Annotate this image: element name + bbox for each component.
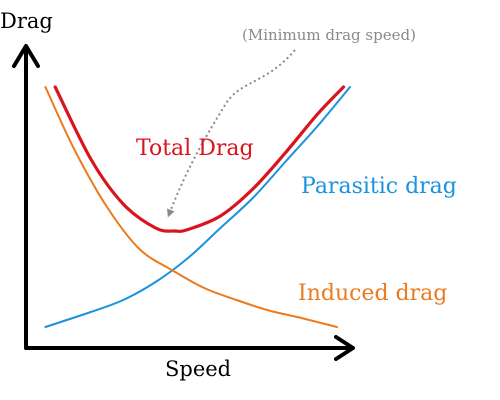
series-label-total-drag: Total Drag — [136, 136, 254, 161]
series-label-parasitic-drag: Parasitic drag — [301, 174, 457, 199]
axes — [12, 44, 355, 361]
annotation-arrow — [167, 49, 296, 218]
y-axis-label: Drag — [0, 9, 53, 33]
x-axis-arrowhead — [334, 335, 355, 361]
series-line-parasitic-drag — [44, 86, 351, 328]
series-line-induced-drag — [44, 86, 338, 328]
annotation-text: (Minimum drag speed) — [242, 26, 416, 44]
y-axis-arrowhead — [12, 44, 40, 68]
series-layer — [44, 85, 351, 328]
x-axis-label: Speed — [165, 357, 231, 381]
series-line-total-drag — [53, 85, 346, 233]
series-label-induced-drag: Induced drag — [298, 281, 447, 306]
